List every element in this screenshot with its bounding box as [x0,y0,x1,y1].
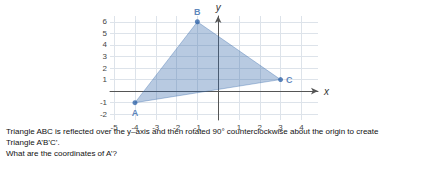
svg-text:4: 4 [299,123,304,132]
svg-text:5: 5 [103,29,108,38]
svg-text:-2: -2 [173,123,181,132]
svg-text:-4: -4 [131,123,139,132]
svg-text:-2: -2 [100,110,108,119]
svg-text:6: 6 [103,17,108,26]
svg-text:y: y [215,2,222,13]
svg-text:2: 2 [103,64,108,73]
svg-text:-3: -3 [152,123,160,132]
svg-text:What are the coordinates of A’: What are the coordinates of A’? [6,149,118,158]
svg-text:Triangle ABC is reflected over: Triangle ABC is reflected over the y–axi… [6,127,379,136]
svg-text:-5: -5 [111,123,119,132]
svg-text:Triangle A’B’C’.: Triangle A’B’C’. [6,138,60,147]
svg-text:-1: -1 [100,98,108,107]
svg-text:-1: -1 [194,123,202,132]
svg-text:2: 2 [258,123,263,132]
svg-text:x: x [323,86,330,97]
svg-text:A: A [132,108,139,118]
svg-text:B: B [194,7,201,17]
svg-text:3: 3 [278,123,283,132]
svg-text:4: 4 [103,40,108,49]
svg-text:1: 1 [237,123,242,132]
svg-text:1: 1 [103,75,108,84]
svg-text:C: C [286,75,293,85]
svg-text:3: 3 [103,52,108,61]
